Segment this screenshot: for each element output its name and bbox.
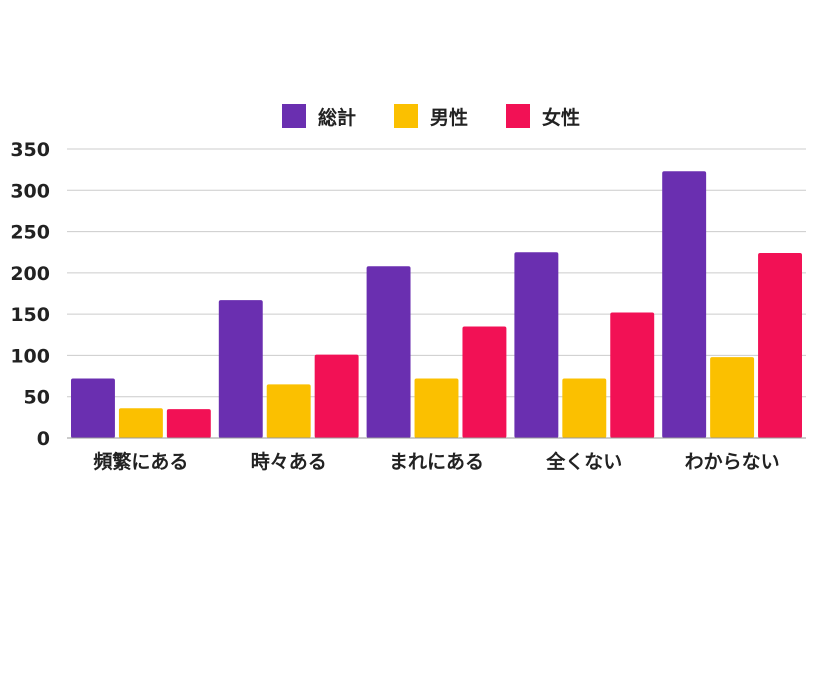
y-tick-label: 150	[10, 304, 50, 326]
bar-3-3	[462, 326, 507, 438]
legend-swatch	[394, 104, 418, 128]
legend: 総計 男性 女性	[282, 104, 580, 129]
x-axis-labels: 頻繁にある 時々ある まれにある 全くない わからない	[93, 450, 779, 473]
bar-3-4	[610, 312, 655, 438]
bar-1-2	[218, 300, 263, 438]
bar-2-3	[414, 378, 459, 438]
bar-3-1	[166, 409, 211, 438]
y-tick-label: 300	[10, 180, 50, 202]
bar-2-1	[118, 408, 163, 438]
bar-1-5	[662, 171, 707, 438]
y-tick-label: 250	[10, 222, 50, 244]
x-category-label: まれにある	[389, 451, 484, 473]
legend-label: 女性	[542, 106, 580, 129]
x-category-label: わからない	[685, 451, 780, 473]
legend-swatch	[506, 104, 530, 128]
bar-1-4	[514, 252, 559, 438]
y-tick-label: 100	[10, 345, 50, 367]
x-category-label: 時々ある	[251, 451, 327, 473]
bars	[71, 171, 802, 438]
gridlines	[67, 148, 806, 398]
x-category-label: 全くない	[545, 450, 622, 473]
y-tick-label: 50	[24, 387, 50, 409]
x-category-label: 頻繁にある	[93, 450, 188, 473]
legend-label: 男性	[430, 106, 468, 129]
bar-1-1	[71, 378, 115, 438]
y-tick-label: 0	[37, 428, 50, 450]
bar-2-4	[562, 378, 607, 438]
bar-1-3	[366, 266, 411, 438]
bar-3-5	[758, 253, 802, 438]
legend-swatch	[282, 104, 306, 128]
legend-label: 総計	[318, 106, 356, 129]
bar-2-2	[266, 384, 311, 438]
y-axis-ticks: 0 50 100 150 200 250 300 350	[10, 139, 50, 450]
y-tick-label: 200	[10, 263, 50, 285]
bar-2-5	[710, 357, 755, 438]
y-tick-label: 350	[10, 139, 50, 161]
bar-3-2	[314, 354, 359, 438]
